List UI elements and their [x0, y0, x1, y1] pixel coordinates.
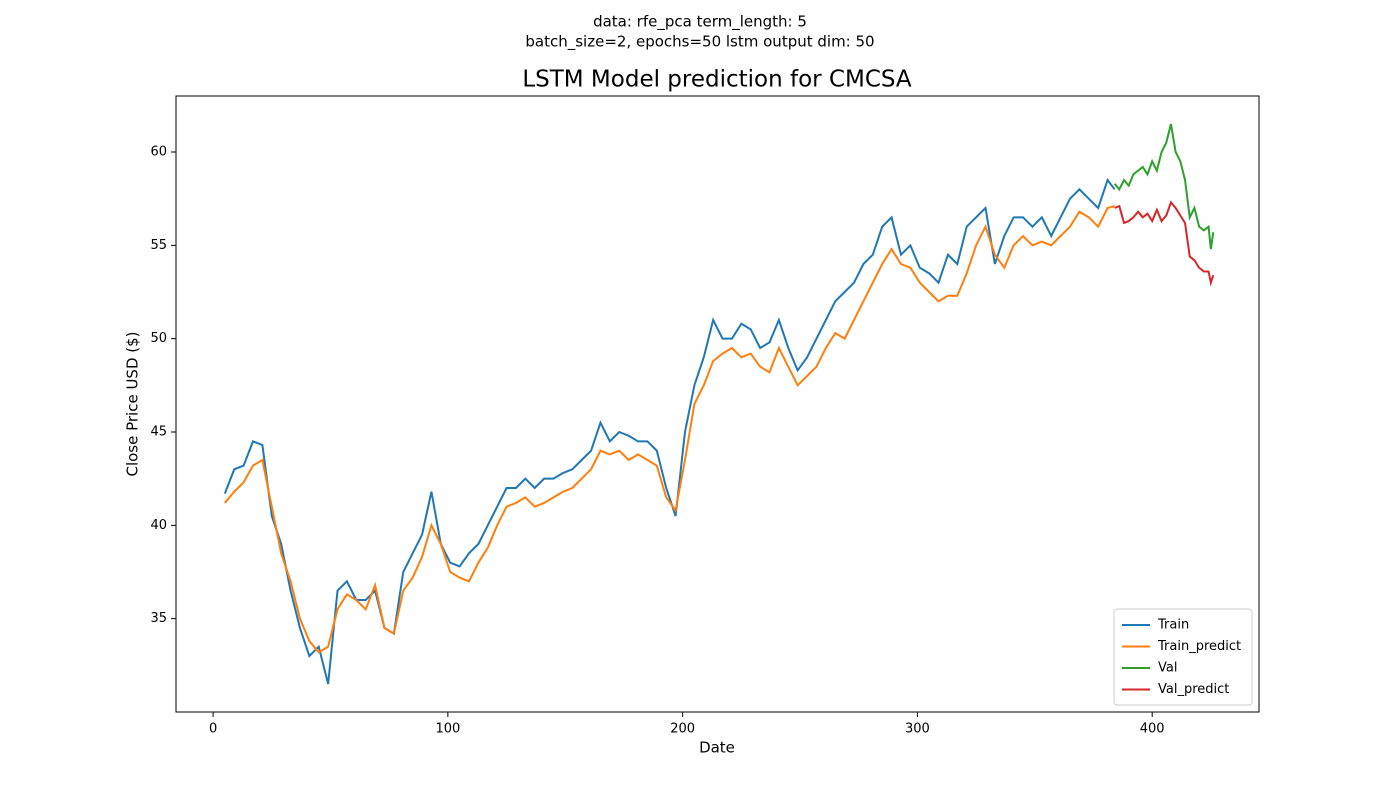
series-line: [1114, 200, 1215, 287]
x-tick-label: 0: [209, 722, 217, 737]
x-tick-label: 400: [1140, 722, 1165, 737]
y-tick-label: 40: [150, 518, 167, 533]
y-tick-label: 35: [150, 611, 167, 626]
y-tick-label: 45: [150, 425, 167, 440]
series-line: [1113, 123, 1215, 250]
suptitle: batch_size=2, epochs=50 lstm output dim:…: [525, 33, 874, 52]
chart-title: LSTM Model prediction for CMCSA: [522, 67, 912, 93]
legend-label: Train: [1157, 618, 1189, 633]
x-tick-label: 200: [670, 722, 695, 737]
series-line: [223, 177, 1116, 685]
series-line: [224, 205, 1115, 654]
legend-label: Val_predict: [1158, 682, 1229, 697]
legend-label: Val: [1158, 661, 1177, 676]
plot-frame: [175, 95, 1260, 713]
suptitle: data: rfe_pca term_length: 5: [593, 13, 807, 32]
y-axis-label: Close Price USD ($): [124, 331, 142, 476]
legend-box: [1113, 608, 1253, 706]
y-tick-label: 50: [150, 331, 167, 346]
legend: Train Train_predict Val Val_predict: [1113, 608, 1253, 706]
x-tick-label: 100: [435, 722, 460, 737]
x-axis-label: Date: [699, 739, 735, 757]
x-tick-label: 300: [905, 722, 930, 737]
y-tick-label: 60: [150, 145, 167, 160]
y-tick-label: 55: [150, 238, 167, 253]
legend-label: Train_predict: [1157, 639, 1241, 654]
